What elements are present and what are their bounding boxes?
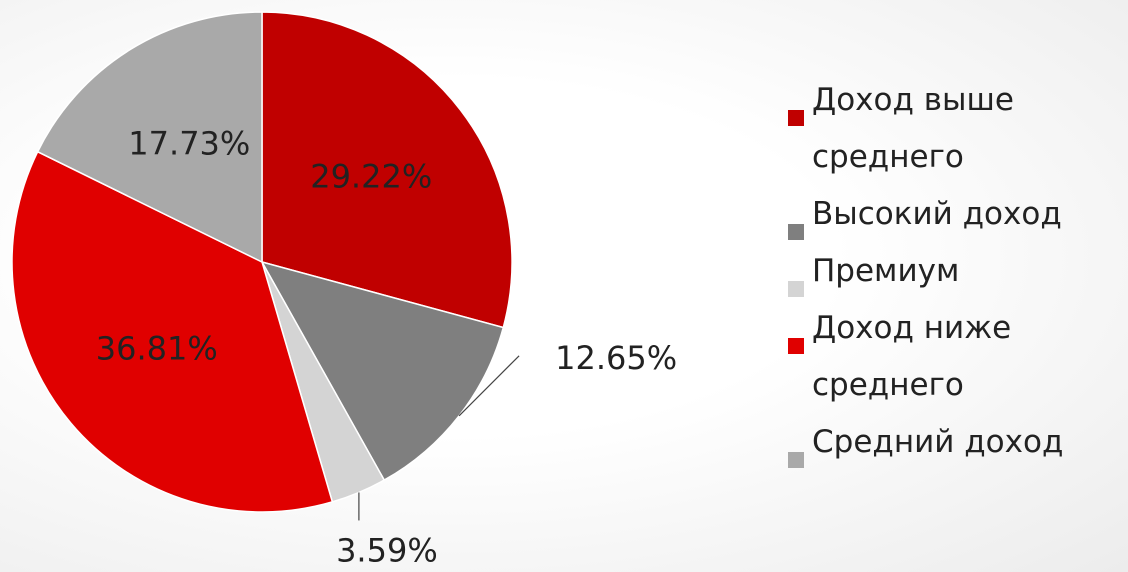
data-label: 17.73% [128, 124, 250, 162]
legend-swatch [788, 224, 804, 240]
data-label: 3.59% [336, 531, 438, 569]
legend: Доход выше среднего Высокий доход Премиум Д… [788, 72, 1128, 471]
legend-swatch [788, 338, 804, 354]
legend-item: Высокий доход [788, 186, 1128, 243]
legend-label: Доход выше среднего [812, 82, 1014, 175]
data-label: 36.81% [96, 330, 218, 368]
legend-label: Средний доход [812, 424, 1064, 460]
legend-item: Премиум [788, 243, 1128, 300]
legend-swatch [788, 281, 804, 297]
legend-swatch [788, 452, 804, 468]
data-label: 29.22% [310, 157, 432, 195]
legend-item: Доход выше среднего [788, 72, 1128, 186]
legend-label: Высокий доход [812, 196, 1062, 232]
data-label: 12.65% [555, 339, 677, 377]
legend-item: Средний доход [788, 414, 1128, 471]
legend-label: Премиум [812, 253, 960, 289]
pie-slice [36, 11, 263, 264]
legend-item: Доход ниже среднего [788, 300, 1128, 414]
pie-slice [261, 11, 513, 329]
pie-slice [11, 150, 334, 513]
legend-label: Доход ниже среднего [812, 310, 1012, 403]
legend-swatch [788, 110, 804, 126]
pie-slice [260, 260, 505, 482]
leader-line [458, 355, 520, 417]
